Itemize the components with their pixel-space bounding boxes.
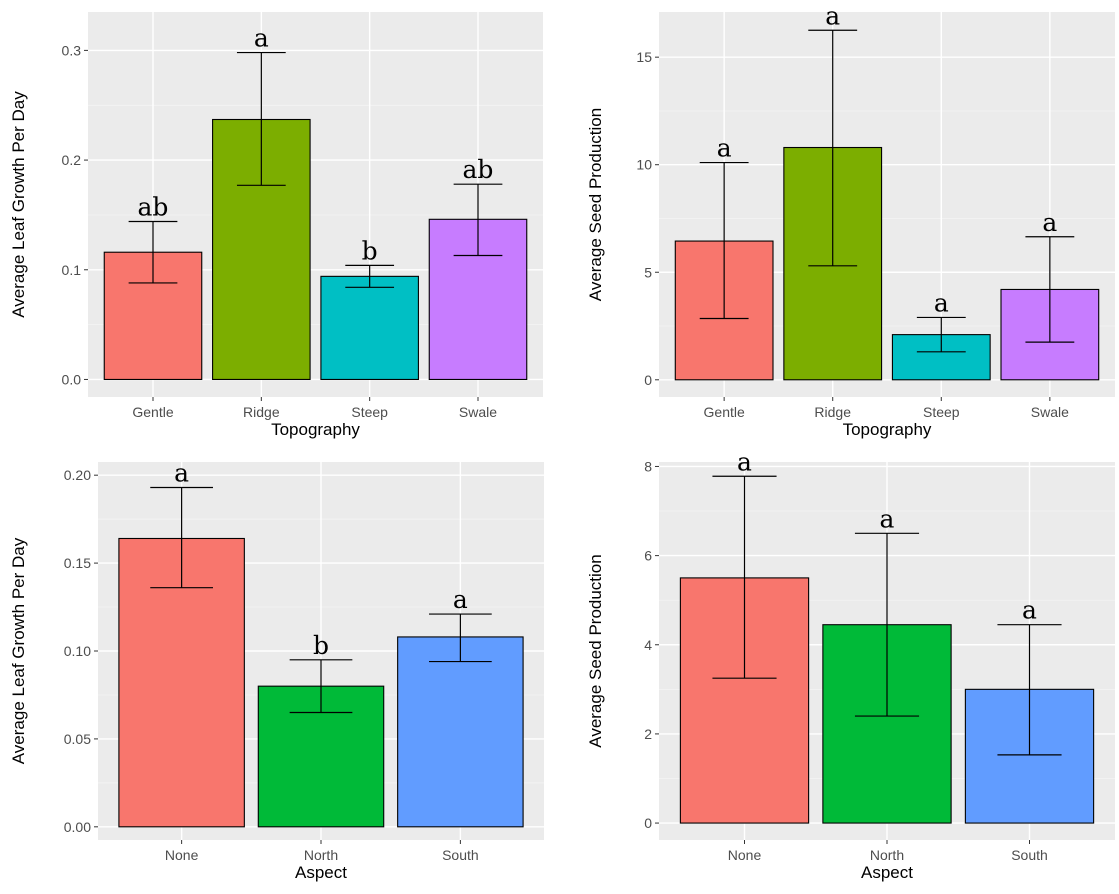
y-tick-label: 2 — [644, 726, 652, 742]
y-tick-label: 6 — [644, 548, 652, 564]
significance-label: a — [825, 1, 840, 30]
x-tick-label: North — [870, 847, 904, 863]
significance-label: a — [1042, 208, 1057, 237]
significance-label: a — [1022, 596, 1037, 625]
y-axis-title: Average Seed Production — [586, 108, 605, 301]
x-tick-label: Steep — [923, 404, 960, 420]
x-tick-label: Steep — [351, 404, 388, 420]
y-tick-label: 0 — [644, 372, 652, 388]
bar-steep — [320, 275, 419, 381]
x-tick-label: Swale — [1031, 404, 1069, 420]
significance-label: a — [737, 447, 752, 476]
x-tick-label: Swale — [459, 404, 497, 420]
chart-panel-2: 0 5 10 15 a Gentle a Ridge a Steep a Swale Topograph… — [586, 1, 1115, 439]
bar-south — [397, 636, 524, 828]
y-tick-label: 0.3 — [62, 42, 82, 58]
x-tick-label: North — [304, 847, 338, 863]
chart-panel-1: 0.0 0.1 0.2 0.3 ab Gentle a Ridge b Steep ab Swale T… — [9, 12, 543, 439]
y-axis-title: Average Leaf Growth Per Day — [9, 91, 28, 318]
y-axis-title: Average Seed Production — [586, 554, 605, 747]
chart-panel-3: 0.00 0.05 0.10 0.15 0.20 a None b North a South Asp… — [9, 458, 544, 882]
significance-label: a — [880, 504, 895, 533]
x-axis-title: Topography — [271, 420, 360, 439]
y-tick-label: 0.2 — [62, 152, 82, 168]
significance-label: a — [717, 134, 732, 163]
significance-label: b — [362, 236, 378, 265]
y-tick-label: 0.1 — [62, 262, 82, 278]
x-tick-label: None — [165, 847, 199, 863]
x-tick-label: Ridge — [243, 404, 280, 420]
x-tick-label: South — [1011, 847, 1048, 863]
y-axis-title: Average Leaf Growth Per Day — [9, 537, 28, 764]
x-axis-title: Topography — [843, 420, 932, 439]
chart-panel-4: 0 2 4 6 8 a None a North a South Aspect Average Seed… — [586, 447, 1115, 882]
y-tick-label: 0.10 — [64, 643, 91, 659]
significance-label: a — [453, 585, 468, 614]
y-tick-label: 0.15 — [64, 555, 91, 571]
y-tick-label: 5 — [644, 264, 652, 280]
x-tick-label: Gentle — [704, 404, 745, 420]
significance-label: ab — [138, 193, 169, 222]
significance-label: b — [313, 631, 329, 660]
x-tick-label: Gentle — [132, 404, 173, 420]
y-tick-label: 0.05 — [64, 731, 91, 747]
y-tick-label: 0.00 — [64, 819, 91, 835]
significance-label: a — [934, 288, 949, 317]
x-tick-label: Ridge — [814, 404, 851, 420]
x-axis-title: Aspect — [861, 863, 913, 882]
x-tick-label: South — [442, 847, 479, 863]
y-tick-label: 0.20 — [64, 467, 91, 483]
y-tick-label: 0.0 — [62, 371, 82, 387]
significance-label: a — [254, 24, 269, 53]
y-tick-label: 8 — [644, 458, 652, 474]
y-tick-label: 4 — [644, 637, 652, 653]
significance-label: a — [174, 458, 189, 487]
y-tick-label: 10 — [636, 157, 652, 173]
x-tick-label: None — [728, 847, 762, 863]
y-tick-label: 0 — [644, 815, 652, 831]
y-tick-label: 15 — [636, 49, 652, 65]
x-axis-title: Aspect — [295, 863, 347, 882]
significance-label: ab — [463, 155, 494, 184]
